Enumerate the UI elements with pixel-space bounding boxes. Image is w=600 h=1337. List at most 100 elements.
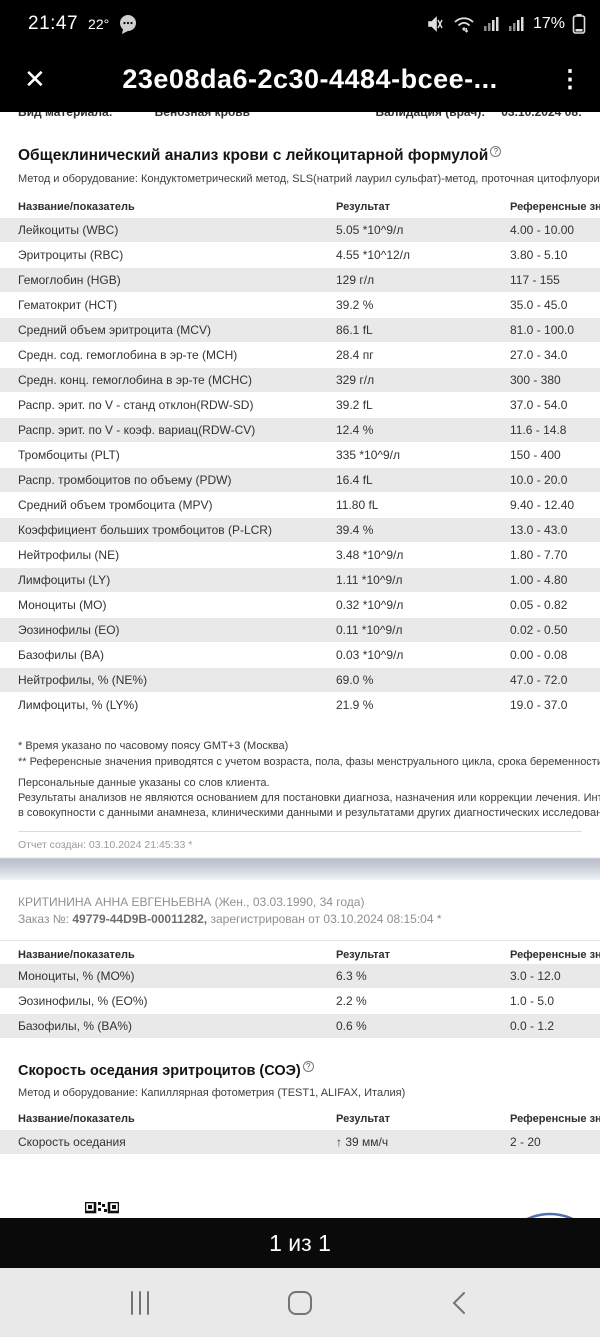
analyte-reference: 19.0 - 37.0 — [510, 698, 568, 712]
viewer-header: ✕ 23e08da6-2c30-4484-bcee-... ⋮ — [0, 47, 600, 112]
analyte-result: 86.1 fL — [336, 323, 373, 337]
recents-icon[interactable] — [118, 1281, 162, 1325]
col-name: Название/показатель — [18, 948, 135, 961]
analyte-result: 0.32 *10^9/л — [336, 598, 404, 612]
table-row: Лейкоциты (WBC) 5.05 *10^9/л 4.00 - 10.0… — [0, 218, 600, 243]
analyte-result: ↑ 39 мм/ч — [336, 1135, 389, 1149]
table-row: Эозинофилы, % (EO%) 2.2 % 1.0 - 5.0 — [0, 989, 600, 1014]
analyte-reference: 10.0 - 20.0 — [510, 473, 568, 487]
method-line-esr: Метод и оборудование: Капиллярная фотоме… — [18, 1087, 406, 1099]
table-row: Лимфоциты, % (LY%) 21.9 % 19.0 - 37.0 — [0, 693, 600, 718]
specimen-value: Венозная кровь — [154, 112, 251, 119]
temperature: 22° — [88, 15, 110, 32]
page-indicator: 1 из 1 — [0, 1218, 600, 1268]
analyte-reference: 0.0 - 1.2 — [510, 1019, 555, 1033]
analyte-reference: 37.0 - 54.0 — [510, 398, 568, 412]
analyte-result: 39.2 fL — [336, 398, 373, 412]
table-row: Базофилы, % (BA%) 0.6 % 0.0 - 1.2 — [0, 1014, 600, 1039]
col-result: Результат — [336, 948, 391, 961]
order-info: Заказ №: 49779-44D9B-00011282, зарегистр… — [18, 912, 442, 926]
analyte-name: Эритроциты (RBC) — [18, 248, 124, 262]
document-page-1[interactable]: Вид материала: Венозная кровь Валидация … — [0, 112, 600, 855]
analyte-name: Базофилы, % (BA%) — [18, 1019, 132, 1033]
table-header-row: Название/показатель Результат Референсны… — [0, 1108, 600, 1130]
analyte-result: 0.11 *10^9/л — [336, 623, 403, 637]
col-result: Результат — [336, 201, 391, 213]
analyte-name: Лимфоциты (LY) — [18, 573, 111, 587]
specimen-label: Вид материала: — [18, 112, 113, 119]
validation-label: Валидация (врач): — [375, 112, 486, 119]
signal-sim1-icon — [483, 16, 501, 32]
footnote: Персональные данные указаны со слов клие… — [18, 777, 270, 789]
analyte-name: Тромбоциты (PLT) — [18, 448, 120, 462]
analyte-name: Лейкоциты (WBC) — [18, 223, 119, 237]
document-title: 23e08da6-2c30-4484-bcee-... — [122, 64, 498, 94]
analyte-reference: 1.80 - 7.70 — [510, 548, 568, 562]
footnote: * Время указано по часовому поясу GMT+3 … — [18, 740, 289, 752]
analyte-reference: 13.0 - 43.0 — [510, 523, 568, 537]
analyte-result: 6.3 % — [336, 969, 367, 983]
table-row: Распр. эрит. по V - станд отклон(RDW-SD)… — [0, 393, 600, 418]
col-name: Название/показатель — [18, 201, 135, 213]
status-bar: 21:47 22° 17% — [0, 0, 600, 47]
table-row: Моноциты (MO) 0.32 *10^9/л 0.05 - 0.82 — [0, 593, 600, 618]
analyte-result: 335 *10^9/л — [336, 448, 401, 462]
analyte-name: Эозинофилы (EO) — [18, 623, 120, 637]
section-title-cbc: Общеклинический анализ крови с лейкоцита… — [0, 145, 600, 167]
table-row: Эозинофилы (EO) 0.11 *10^9/л 0.02 - 0.50 — [0, 618, 600, 643]
table-row: Лимфоциты (LY) 1.11 *10^9/л 1.00 - 4.80 — [0, 568, 600, 593]
table-row: Средн. конц. гемоглобина в эр-те (MCHC) … — [0, 368, 600, 393]
validation-value: 03.10.2024 08: — [501, 112, 582, 119]
close-icon[interactable]: ✕ — [24, 64, 46, 94]
overflow-menu-icon[interactable]: ⋮ — [558, 66, 582, 93]
col-result: Результат — [336, 1113, 391, 1125]
analyte-reference: 11.6 - 14.8 — [510, 423, 567, 437]
analyte-result: 5.05 *10^9/л — [336, 223, 404, 237]
order-number: 49779-44D9B-00011282, — [72, 912, 208, 926]
page-indicator-text: 1 из 1 — [269, 1229, 331, 1256]
analyte-reference: 47.0 - 72.0 — [510, 673, 568, 687]
cbc-rows: Лейкоциты (WBC) 5.05 *10^9/л 4.00 - 10.0… — [0, 218, 600, 718]
table-row: Гематокрит (HCT) 39.2 % 35.0 - 45.0 — [0, 293, 600, 318]
qr-code-icon — [85, 1202, 119, 1218]
home-icon[interactable] — [278, 1281, 322, 1325]
report-created-line: Отчет создан: 03.10.2024 21:45:33 * — [18, 831, 582, 851]
analyte-name: Средн. конц. гемоглобина в эр-те (MCHC) — [18, 373, 252, 387]
table-row: Тромбоциты (PLT) 335 *10^9/л 150 - 400 — [0, 443, 600, 468]
analyte-name: Распр. эрит. по V - станд отклон(RDW-SD) — [18, 398, 254, 412]
analyte-result: 69.0 % — [336, 673, 374, 687]
analyte-reference: 35.0 - 45.0 — [510, 298, 568, 312]
analyte-name: Распр. эрит. по V - коэф. вариац(RDW-CV) — [18, 423, 256, 437]
table-header-row: Название/показатель Результат Референсны… — [0, 196, 600, 218]
table-row: Нейтрофилы, % (NE%) 69.0 % 47.0 - 72.0 — [0, 668, 600, 693]
round-stamp: ЧЕМНОЙ ОТ — [488, 1186, 600, 1218]
analyte-name: Скорость оседания — [18, 1135, 126, 1149]
analyte-name: Распр. тромбоцитов по объему (PDW) — [18, 473, 232, 487]
analyte-reference: 2 - 20 — [510, 1135, 541, 1149]
analyte-reference: 150 - 400 — [510, 448, 561, 462]
back-icon[interactable] — [438, 1281, 482, 1325]
document-page-2[interactable]: КРИТИНИНА АННА ЕВГЕНЬЕВНА (Жен., 03.03.1… — [0, 880, 600, 1218]
analyte-reference: 3.0 - 12.0 — [510, 969, 561, 983]
analyte-name: Гемоглобин (HGB) — [18, 273, 121, 287]
analyte-result: 16.4 fL — [336, 473, 373, 487]
table-row: Средн. сод. гемоглобина в эр-те (MCH) 28… — [0, 343, 600, 368]
analyte-result: 28.4 пг — [336, 348, 374, 362]
info-icon: ? — [490, 145, 502, 157]
analyte-reference: 0.02 - 0.50 — [510, 623, 568, 637]
table-row: Моноциты, % (MO%) 6.3 % 3.0 - 12.0 — [0, 964, 600, 989]
analyte-result: 21.9 % — [336, 698, 374, 712]
col-reference: Референсные значения — [510, 201, 600, 213]
analyte-name: Эозинофилы, % (EO%) — [18, 994, 148, 1008]
footnote: в совокупности с данными анамнеза, клини… — [18, 807, 600, 819]
analyte-reference: 4.00 - 10.00 — [510, 223, 575, 237]
analyte-reference: 9.40 - 12.40 — [510, 498, 575, 512]
analyte-reference: 1.0 - 5.0 — [510, 994, 555, 1008]
analyte-name: Нейтрофилы, % (NE%) — [18, 673, 148, 687]
analyte-result: 129 г/л — [336, 273, 375, 287]
info-icon: ? — [302, 1061, 314, 1073]
table-row: Распр. тромбоцитов по объему (PDW) 16.4 … — [0, 468, 600, 493]
table-row: Нейтрофилы (NE) 3.48 *10^9/л 1.80 - 7.70 — [0, 543, 600, 568]
col-reference: Референсные значения — [510, 1113, 600, 1125]
